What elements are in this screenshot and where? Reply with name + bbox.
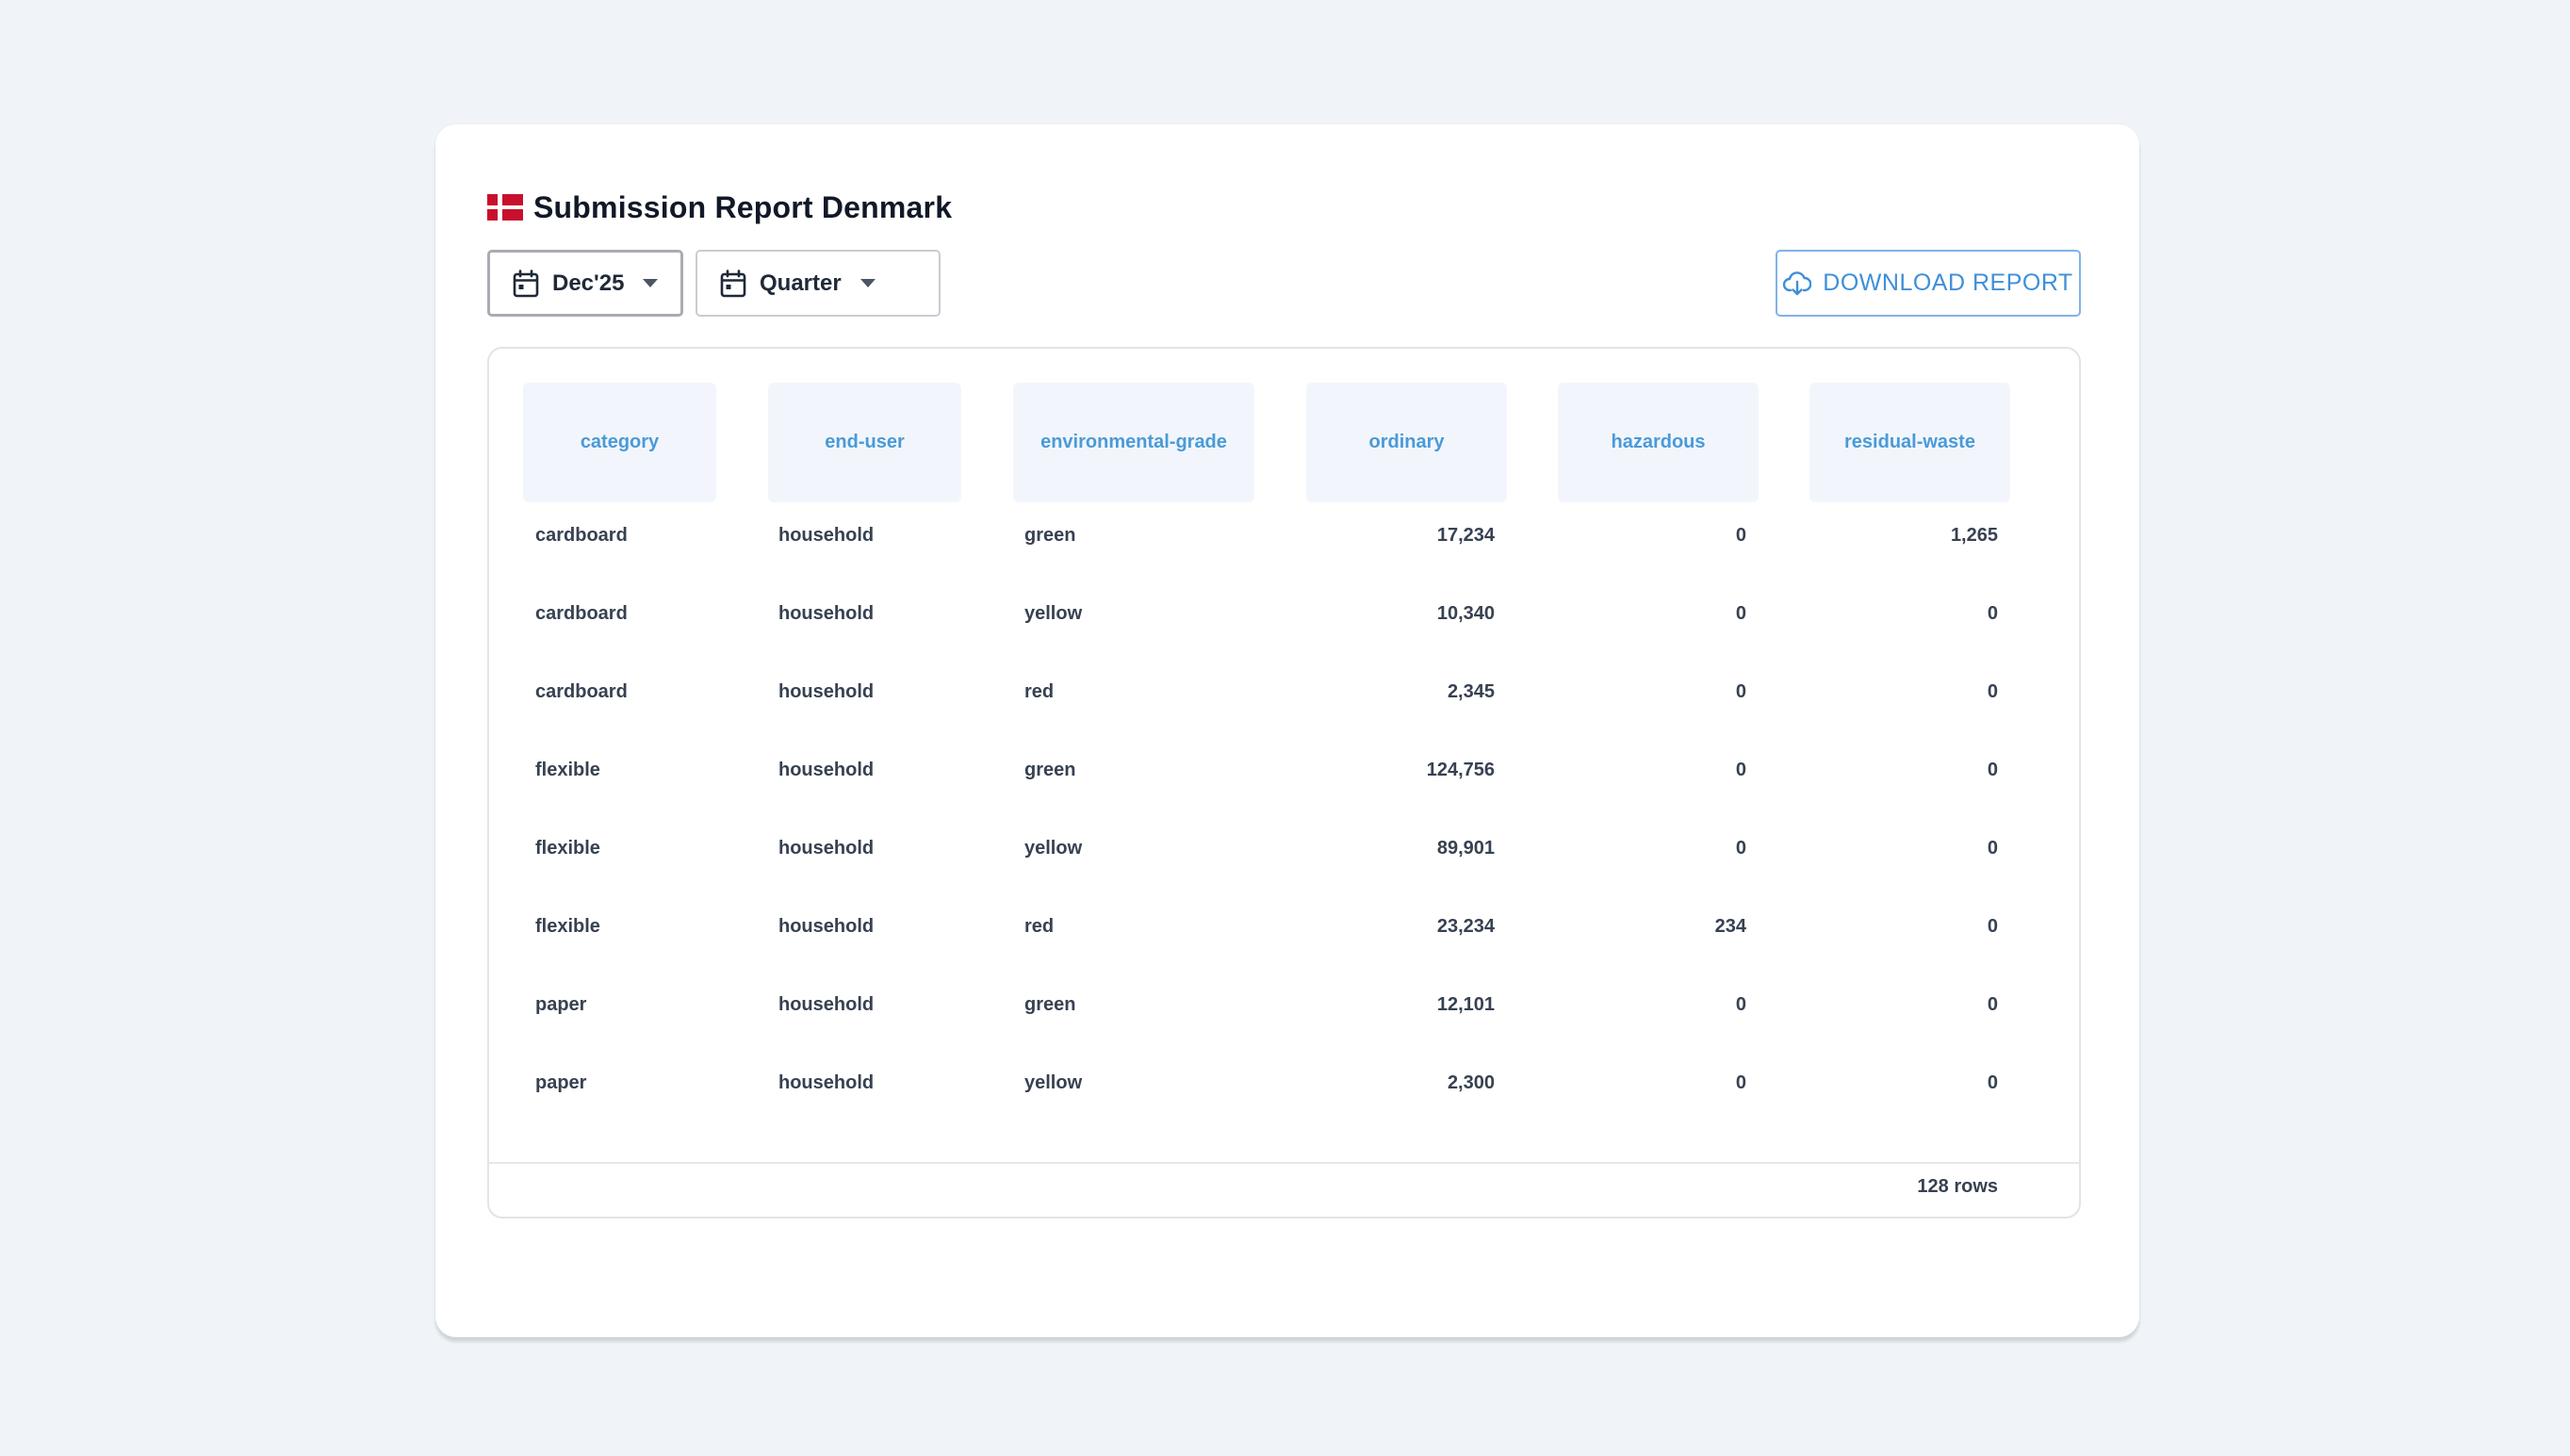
period-dropdown-label: Dec'25 <box>552 270 625 296</box>
cell-ordinary: 12,101 <box>1436 993 1495 1015</box>
cell-hazardous: 0 <box>1735 602 1746 624</box>
cell-residual-waste: 0 <box>1987 915 1998 937</box>
cell-category: cardboard <box>535 524 628 546</box>
cell-environmental-grade: yellow <box>1024 837 1083 859</box>
table-row[interactable]: cardboard household red 2,345 0 0 <box>489 673 2079 711</box>
cell-residual-waste: 0 <box>1987 837 1998 859</box>
column-header-ordinary[interactable]: ordinary <box>1306 383 1507 502</box>
cell-ordinary: 89,901 <box>1436 837 1495 859</box>
cell-category: flexible <box>535 759 600 780</box>
table-row[interactable]: paper household yellow 2,300 0 0 <box>489 1064 2079 1102</box>
cell-environmental-grade: green <box>1024 993 1076 1015</box>
cell-environmental-grade: green <box>1024 759 1076 780</box>
cell-end-user: household <box>778 1072 875 1093</box>
report-card: Submission Report Denmark Dec'25 Quarter <box>435 124 2139 1337</box>
period-dropdown[interactable]: Dec'25 <box>487 250 683 317</box>
download-report-label: DOWNLOAD REPORT <box>1823 270 2073 296</box>
cell-hazardous: 0 <box>1735 680 1746 702</box>
cell-residual-waste: 0 <box>1987 759 1998 780</box>
table-row[interactable]: flexible household red 23,234 234 0 <box>489 908 2079 945</box>
cell-end-user: household <box>778 837 875 859</box>
cell-ordinary: 23,234 <box>1436 915 1495 937</box>
chevron-down-icon <box>859 279 876 287</box>
column-header-environmental-grade[interactable]: environmental-grade <box>1013 383 1254 502</box>
cell-hazardous: 0 <box>1735 837 1746 859</box>
granularity-dropdown[interactable]: Quarter <box>696 250 941 317</box>
cell-environmental-grade: red <box>1024 680 1055 702</box>
table-footer-divider <box>489 1162 2079 1164</box>
cell-residual-waste: 0 <box>1987 680 1998 702</box>
cell-category: paper <box>535 1072 587 1093</box>
row-count-label: 128 rows <box>1917 1176 1998 1197</box>
cell-ordinary: 17,234 <box>1436 524 1495 546</box>
report-header: Submission Report Denmark <box>487 183 952 232</box>
cell-category: flexible <box>535 837 600 859</box>
cell-end-user: household <box>778 602 875 624</box>
cell-residual-waste: 1,265 <box>1950 524 1998 546</box>
cell-end-user: household <box>778 759 875 780</box>
cell-end-user: household <box>778 524 875 546</box>
cell-residual-waste: 0 <box>1987 602 1998 624</box>
cell-hazardous: 0 <box>1735 1072 1746 1093</box>
cell-ordinary: 2,300 <box>1447 1072 1495 1093</box>
cell-environmental-grade: green <box>1024 524 1076 546</box>
cell-category: cardboard <box>535 680 628 702</box>
cell-ordinary: 10,340 <box>1436 602 1495 624</box>
chevron-down-icon <box>643 279 659 287</box>
report-table: category end-user environmental-grade or… <box>487 347 2081 1219</box>
cell-end-user: household <box>778 915 875 937</box>
cell-hazardous: 0 <box>1735 524 1746 546</box>
cell-category: flexible <box>535 915 600 937</box>
cell-end-user: household <box>778 993 875 1015</box>
table-row[interactable]: flexible household green 124,756 0 0 <box>489 751 2079 789</box>
table-row[interactable]: cardboard household green 17,234 0 1,265 <box>489 516 2079 554</box>
column-header-residual-waste[interactable]: residual-waste <box>1809 383 2010 502</box>
denmark-flag-icon <box>487 194 523 221</box>
calendar-icon <box>720 269 746 297</box>
cell-hazardous: 234 <box>1714 915 1746 937</box>
cell-residual-waste: 0 <box>1987 993 1998 1015</box>
table-row[interactable]: paper household green 12,101 0 0 <box>489 986 2079 1023</box>
cell-end-user: household <box>778 680 875 702</box>
table-row[interactable]: cardboard household yellow 10,340 0 0 <box>489 595 2079 632</box>
download-report-button[interactable]: DOWNLOAD REPORT <box>1776 250 2081 317</box>
calendar-icon <box>513 269 539 297</box>
cell-ordinary: 2,345 <box>1447 680 1495 702</box>
column-header-hazardous[interactable]: hazardous <box>1558 383 1759 502</box>
table-row[interactable]: flexible household yellow 89,901 0 0 <box>489 829 2079 867</box>
cell-environmental-grade: yellow <box>1024 1072 1083 1093</box>
cell-category: cardboard <box>535 602 628 624</box>
cell-environmental-grade: red <box>1024 915 1055 937</box>
column-header-end-user[interactable]: end-user <box>768 383 961 502</box>
cell-category: paper <box>535 993 587 1015</box>
page-title: Submission Report Denmark <box>533 189 953 224</box>
granularity-dropdown-label: Quarter <box>760 270 842 296</box>
cell-environmental-grade: yellow <box>1024 602 1083 624</box>
cell-hazardous: 0 <box>1735 993 1746 1015</box>
column-header-category[interactable]: category <box>523 383 716 502</box>
cell-residual-waste: 0 <box>1987 1072 1998 1093</box>
cloud-download-icon <box>1783 270 1812 295</box>
cell-hazardous: 0 <box>1735 759 1746 780</box>
cell-ordinary: 124,756 <box>1426 759 1495 780</box>
